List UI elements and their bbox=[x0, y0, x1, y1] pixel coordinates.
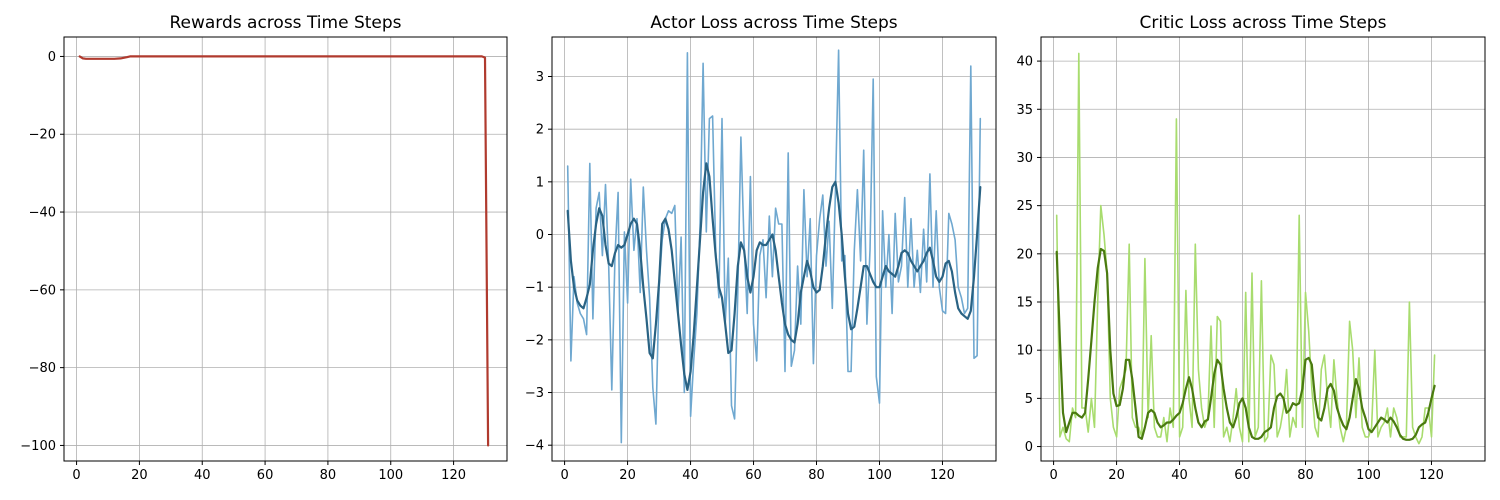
critic-loss-xtick-label-2: 40 bbox=[1171, 468, 1188, 483]
actor-loss-xtick-label-6: 120 bbox=[930, 468, 955, 483]
critic-loss-xtick-label-0: 0 bbox=[1049, 468, 1057, 483]
actor-loss-ytick-label-1: 2 bbox=[536, 123, 544, 138]
critic-loss-ytick-label-4: 20 bbox=[1016, 247, 1033, 262]
critic-loss-xtick-label-4: 80 bbox=[1297, 468, 1314, 483]
actor-loss-xtick-label-5: 100 bbox=[867, 468, 892, 483]
rewards-title: Rewards across Time Steps bbox=[169, 13, 401, 33]
actor-loss-frame bbox=[551, 36, 997, 462]
actor-loss-xtick-label-1: 20 bbox=[619, 468, 636, 483]
rewards-xtick-label-5: 100 bbox=[378, 468, 403, 483]
critic-loss-title: Critic Loss across Time Steps bbox=[1140, 13, 1387, 33]
actor-loss-ytick-label-5: −2 bbox=[525, 333, 544, 348]
actor-loss-ytick-label-4: −1 bbox=[525, 281, 544, 296]
critic-loss-ytick-label-7: 5 bbox=[1025, 392, 1033, 407]
rewards-ytick-label-4: −80 bbox=[29, 361, 56, 376]
actor-loss-ytick-label-6: −3 bbox=[525, 386, 544, 401]
rewards-xtick-label-6: 120 bbox=[441, 468, 466, 483]
rewards-ytick-label-0: 0 bbox=[48, 50, 56, 65]
chart-actor-loss: 0 20 40 60 80 100 120 3 2 1 0 −1 −2 −3 −4 Actor Loss ac… bbox=[525, 13, 997, 483]
rewards-xtick-label-4: 80 bbox=[320, 468, 337, 483]
rewards-xtick-label-1: 20 bbox=[131, 468, 148, 483]
rewards-frame bbox=[63, 36, 508, 462]
actor-loss-ytick-label-2: 1 bbox=[536, 175, 544, 190]
actor-loss-xtick-label-4: 80 bbox=[808, 468, 825, 483]
rewards-ytick-label-5: −100 bbox=[20, 439, 56, 454]
critic-loss-series-0 bbox=[1055, 52, 1436, 445]
actor-loss-ytick-label-3: 0 bbox=[536, 228, 544, 243]
rewards-series-0 bbox=[78, 55, 490, 447]
critic-loss-ytick-label-1: 35 bbox=[1016, 103, 1033, 118]
critic-loss-frame bbox=[1040, 36, 1486, 462]
actor-loss-ytick-label-7: −4 bbox=[525, 439, 544, 454]
critic-loss-ytick-label-0: 40 bbox=[1016, 55, 1033, 70]
critic-loss-ytick-label-5: 15 bbox=[1016, 296, 1033, 311]
critic-loss-xtick-label-3: 60 bbox=[1234, 468, 1251, 483]
critic-loss-xtick-label-6: 120 bbox=[1419, 468, 1444, 483]
critic-loss-ytick-label-8: 0 bbox=[1025, 440, 1033, 455]
rewards-xtick-label-2: 40 bbox=[194, 468, 211, 483]
rewards-ytick-label-3: −60 bbox=[29, 283, 56, 298]
critic-loss-ytick-label-6: 10 bbox=[1016, 344, 1033, 359]
actor-loss-ytick-label-0: 3 bbox=[536, 70, 544, 85]
rewards-xtick-label-3: 60 bbox=[257, 468, 274, 483]
critic-loss-ytick-label-2: 30 bbox=[1016, 151, 1033, 166]
actor-loss-xtick-label-3: 60 bbox=[745, 468, 762, 483]
actor-loss-title: Actor Loss across Time Steps bbox=[650, 13, 897, 33]
critic-loss-ytick-label-3: 25 bbox=[1016, 199, 1033, 214]
critic-loss-series-1 bbox=[1055, 247, 1436, 441]
chart-critic-loss: 0 20 40 60 80 100 120 40 35 30 25 20 15 10 5 0 Critic Lo… bbox=[1016, 13, 1486, 483]
rewards-ytick-label-2: −40 bbox=[29, 206, 56, 221]
chart-rewards: 0 20 40 60 80 100 120 0 −20 −40 −60 −80 −100 Rewards … bbox=[20, 13, 508, 483]
actor-loss-xtick-label-0: 0 bbox=[560, 468, 568, 483]
actor-loss-series-1 bbox=[566, 162, 982, 391]
rewards-ytick-label-1: −20 bbox=[29, 128, 56, 143]
actor-loss-xtick-label-2: 40 bbox=[682, 468, 699, 483]
critic-loss-xtick-label-1: 20 bbox=[1108, 468, 1125, 483]
critic-loss-xtick-label-5: 100 bbox=[1356, 468, 1381, 483]
rewards-xtick-label-0: 0 bbox=[72, 468, 80, 483]
